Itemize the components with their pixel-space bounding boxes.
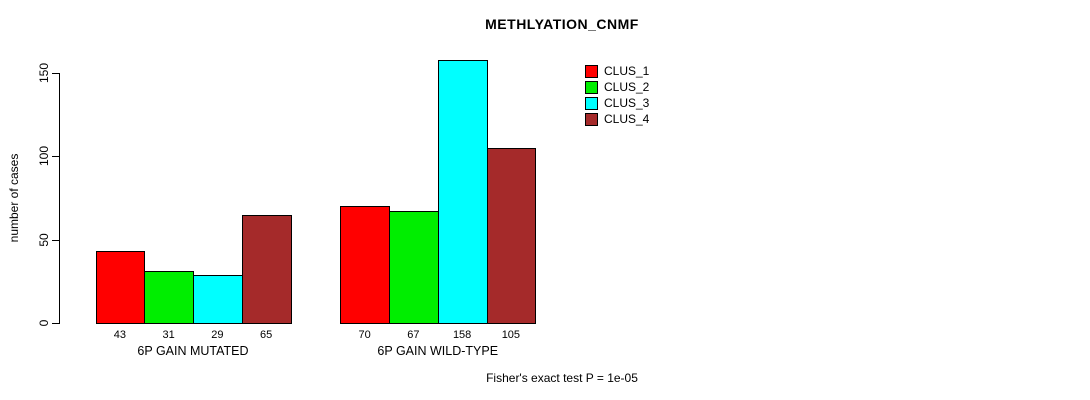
y-axis-tick <box>52 239 59 241</box>
category-label: 6P GAIN MUTATED <box>137 344 249 358</box>
legend-swatch-icon <box>585 112 598 126</box>
legend-item-clus_3: CLUS_3 <box>585 95 649 111</box>
y-axis-tick-label: 100 <box>37 146 51 167</box>
bar-value-label: 67 <box>407 329 420 341</box>
fisher-test-annotation: Fisher's exact test P = 1e-05 <box>486 371 638 385</box>
bar-value-label: 31 <box>162 329 175 341</box>
bar-clus_2-1 <box>144 271 194 324</box>
legend-item-clus_2: CLUS_2 <box>585 79 649 95</box>
legend-label: CLUS_4 <box>604 112 650 126</box>
bar-clus_3-1 <box>193 274 243 324</box>
chart-legend: CLUS_1 CLUS_2 CLUS_3 CLUS_4 <box>585 63 649 127</box>
y-axis-tick <box>52 73 59 74</box>
y-axis-tick <box>52 323 59 324</box>
bar-clus_1-1 <box>95 251 146 324</box>
y-axis-line <box>59 73 60 324</box>
category-label: 6P GAIN WILD-TYPE <box>377 344 499 358</box>
legend-label: CLUS_2 <box>604 80 650 94</box>
chart-title: METHLYATION_CNMF <box>485 16 639 32</box>
y-axis-tick-label: 0 <box>37 319 51 327</box>
y-axis-title: number of cases <box>7 153 21 243</box>
bar-clus_1-2 <box>340 206 390 324</box>
legend-label: CLUS_3 <box>604 96 650 110</box>
legend-swatch-icon <box>585 64 598 78</box>
legend-swatch-icon <box>585 80 598 94</box>
y-axis-tick-label: 50 <box>37 232 51 247</box>
bar-clus_3-2 <box>437 59 488 324</box>
bar-value-label: 43 <box>113 329 126 341</box>
bar-clus_2-2 <box>389 211 439 324</box>
bar-value-label: 70 <box>358 329 371 341</box>
bar-value-label: 158 <box>452 329 472 341</box>
legend-item-clus_4: CLUS_4 <box>585 111 649 127</box>
y-axis-tick-label: 150 <box>37 62 51 84</box>
bar-value-label: 105 <box>501 329 521 341</box>
bar-clus_4-1 <box>241 214 292 324</box>
bar-value-label: 65 <box>260 329 273 341</box>
legend-swatch-icon <box>585 96 598 110</box>
y-axis-tick <box>52 156 59 158</box>
legend-item-clus_1: CLUS_1 <box>585 63 649 79</box>
legend-label: CLUS_1 <box>604 64 650 78</box>
bar-value-label: 29 <box>211 329 224 341</box>
bar-clus_4-2 <box>486 148 537 324</box>
